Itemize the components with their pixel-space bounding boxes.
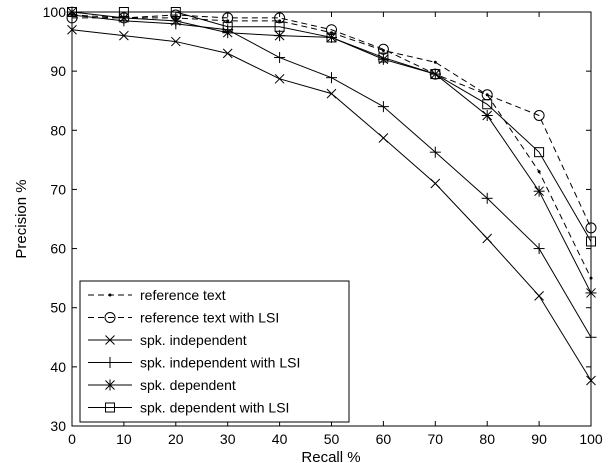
legend-marker-reference-text	[108, 293, 112, 297]
data-point-spk-dependent	[585, 287, 597, 299]
x-tick-label: 50	[324, 431, 340, 447]
data-point-spk-independent	[378, 133, 389, 143]
data-point-spk-dependent-with-lsi	[67, 7, 77, 17]
data-point-reference-text-with-lsi	[274, 12, 286, 24]
legend-box	[79, 280, 350, 423]
y-tick-label: 40	[50, 359, 66, 375]
data-point-spk-dependent-with-lsi	[222, 21, 233, 32]
data-point-spk-independent	[534, 291, 544, 301]
data-point-spk-independent	[119, 30, 129, 41]
data-point-spk-independent	[67, 24, 77, 35]
data-point-spk-dependent-with-lsi	[482, 99, 493, 110]
x-tick-label: 20	[168, 431, 184, 447]
legend: reference text reference text with LSI spk…	[79, 280, 350, 423]
data-point-spk-dependent-with-lsi	[430, 69, 441, 80]
data-point-spk-dependent	[377, 53, 389, 65]
legend-label: spk. dependent with LSI	[140, 400, 289, 416]
series-line-reference-text-with-lsi	[72, 14, 592, 229]
data-point-spk-independent	[430, 178, 441, 189]
axis-ticks: 0 10 20 30 40 50 60 70 80 90 100 30 40 50 60 70 80 90 100	[43, 4, 603, 447]
y-tick-label: 70	[50, 181, 66, 197]
data-point-spk-dependent-with-lsi	[586, 236, 596, 247]
data-point-spk-independent-with-lsi	[326, 72, 337, 84]
data-point-spk-dependent-with-lsi	[170, 7, 181, 17]
x-tick-label: 30	[220, 431, 236, 447]
data-point-spk-independent	[274, 73, 285, 84]
legend-label: spk. independent with LSI	[140, 355, 300, 371]
y-tick-label: 90	[50, 63, 66, 79]
data-point-spk-dependent-with-lsi	[326, 32, 337, 43]
data-point-spk-dependent	[481, 110, 493, 121]
data-point-reference-text	[537, 170, 541, 174]
data-point-reference-text	[589, 276, 593, 280]
legend-marker-spk-dependent-with-lsi	[105, 402, 115, 413]
legend-marker-reference-text-with-lsi	[104, 312, 116, 323]
x-tick-label: 40	[272, 431, 288, 447]
x-tick-label: 10	[116, 431, 132, 447]
y-tick-label: 30	[50, 418, 66, 434]
data-point-reference-text-with-lsi	[533, 110, 545, 121]
data-point-spk-independent-with-lsi	[274, 52, 286, 64]
data-point-reference-text	[433, 60, 437, 64]
series-lines	[66, 6, 597, 386]
data-point-reference-text-with-lsi	[222, 12, 234, 24]
data-point-spk-independent-with-lsi	[585, 331, 597, 343]
x-tick-label: 60	[376, 431, 392, 447]
legend-label: reference text with LSI	[140, 310, 279, 326]
data-point-spk-dependent	[118, 12, 130, 24]
data-point-spk-independent-with-lsi	[377, 101, 389, 113]
x-tick-label: 0	[68, 431, 76, 447]
y-axis-label: Precision %	[13, 179, 30, 258]
x-tick-label: 90	[531, 431, 547, 447]
legend-marker-spk-dependent	[104, 379, 116, 391]
data-point-spk-dependent-with-lsi	[274, 21, 285, 32]
data-point-spk-independent	[482, 233, 493, 244]
data-point-spk-dependent-with-lsi	[534, 147, 545, 158]
x-axis-label: Recall %	[301, 449, 360, 463]
data-point-spk-dependent	[533, 185, 545, 197]
data-point-spk-dependent	[222, 27, 234, 39]
data-point-spk-independent	[326, 88, 337, 99]
data-point-spk-independent	[170, 36, 181, 47]
data-point-spk-independent-with-lsi	[481, 192, 493, 204]
data-point-reference-text-with-lsi	[585, 222, 597, 234]
data-point-spk-independent-with-lsi	[429, 146, 441, 158]
data-point-reference-text	[381, 48, 385, 52]
x-tick-label: 70	[428, 431, 444, 447]
legend-marker-spk-independent-with-lsi	[104, 357, 116, 368]
x-tick-label: 100	[579, 431, 603, 447]
series-line-spk-dependent-with-lsi	[72, 11, 592, 242]
y-tick-label: 100	[43, 4, 67, 20]
legend-label: spk. independent	[140, 332, 247, 348]
y-tick-label: 80	[50, 122, 66, 138]
y-tick-label: 50	[50, 300, 66, 316]
data-point-spk-dependent-with-lsi	[118, 7, 129, 17]
data-point-spk-independent	[222, 48, 233, 59]
legend-marker-spk-independent	[105, 335, 115, 345]
x-tick-label: 80	[479, 431, 495, 447]
data-point-spk-dependent-with-lsi	[378, 52, 389, 63]
data-point-reference-text	[278, 19, 282, 23]
y-tick-label: 60	[50, 241, 66, 257]
legend-label: spk. dependent	[140, 377, 236, 393]
legend-label: reference text	[140, 287, 226, 303]
data-point-spk-dependent	[170, 15, 182, 27]
data-point-reference-text	[226, 19, 230, 23]
data-point-spk-independent	[586, 375, 596, 386]
data-point-spk-independent-with-lsi	[533, 243, 545, 255]
data-point-spk-dependent	[274, 30, 286, 42]
